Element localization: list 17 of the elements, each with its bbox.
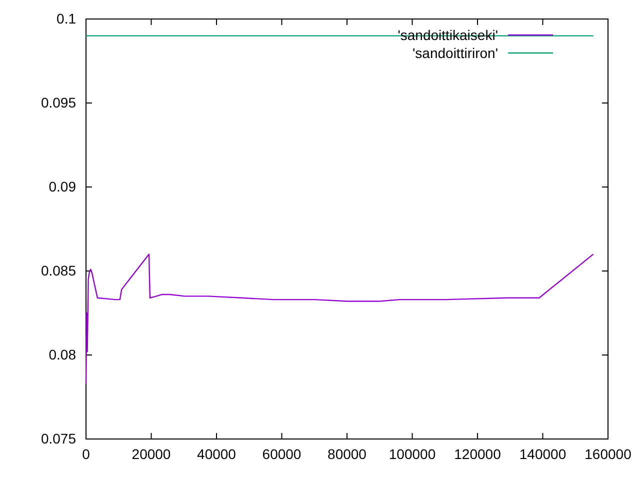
x-tick-label: 120000 [454, 446, 502, 462]
y-tick-label: 0.1 [56, 10, 76, 26]
x-tick-label: 60000 [262, 446, 302, 462]
y-tick-label: 0.08 [48, 346, 76, 362]
x-tick-label: 80000 [328, 446, 367, 462]
x-tick-label: 140000 [519, 446, 566, 462]
y-tick-label: 0.075 [40, 430, 76, 446]
x-tick-label: 20000 [132, 446, 171, 462]
legend-label: 'sandoittiriron' [412, 45, 498, 61]
x-tick-label: 0 [82, 446, 90, 462]
line-series [85, 254, 594, 384]
y-tick-label: 0.09 [48, 178, 76, 194]
x-tick-label: 160000 [584, 446, 632, 462]
x-tick-label: 100000 [388, 446, 436, 462]
x-tick-label: 40000 [197, 446, 236, 462]
y-tick-label: 0.095 [40, 94, 76, 110]
y-tick-label: 0.085 [40, 262, 76, 278]
